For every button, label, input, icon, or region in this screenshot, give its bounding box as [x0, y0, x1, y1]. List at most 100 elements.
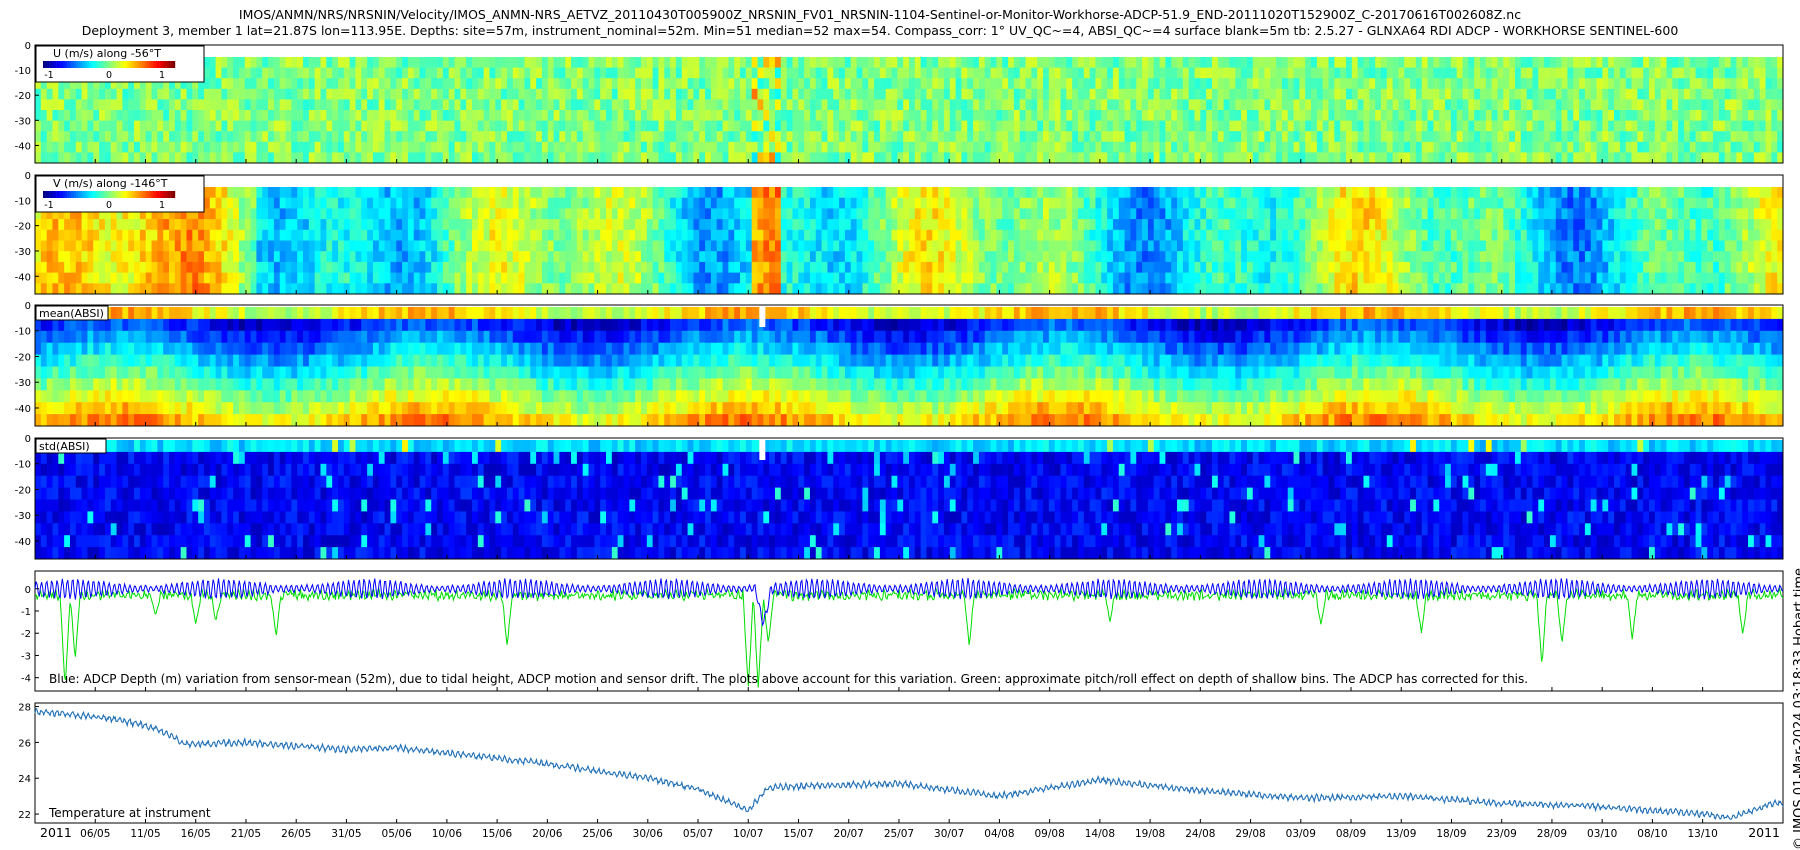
x-tick-label: 06/05 [80, 828, 110, 840]
panel-label: mean(ABSI) [39, 307, 104, 320]
depth-variation-panel: 0 -1 -2 -3 -4 Blue: ADCP Depth (m) variation … [21, 570, 1784, 692]
y-tick-label: 22 [18, 810, 31, 821]
y-tick-label: -40 [15, 272, 31, 283]
y-tick-label: -20 [15, 91, 31, 102]
x-tick-label: 10/07 [733, 828, 763, 840]
figure-title-line2: Deployment 3, member 1 lat=21.87S lon=11… [81, 23, 1679, 38]
y-tick-label: 28 [18, 703, 31, 714]
heatmap-panel-2: 0-10-20-30-40V (m/s) along -146°T-1 0 1 [15, 171, 1784, 295]
y-tick-label: -1 [21, 607, 31, 618]
y-tick-label: -10 [15, 460, 31, 471]
y-tick-label: -10 [15, 327, 31, 338]
x-year-left: 2011 [40, 825, 72, 840]
x-tick-label: 08/09 [1336, 828, 1366, 840]
x-tick-label: 30/06 [633, 828, 664, 840]
colorbar-tick-label: 1 [159, 70, 165, 81]
y-tick-label: -20 [15, 352, 31, 363]
x-tick-label: 24/08 [1185, 828, 1215, 840]
temperature-annotation: Temperature at instrument [48, 806, 211, 820]
colorbar-tick-label: 1 [159, 200, 165, 211]
y-tick-label: -30 [15, 116, 31, 127]
heatmap-panel-4: 0 -10 -20 -30 -40 std(ABSI) [15, 434, 1784, 560]
series-adcp-depth-line [34, 577, 1784, 627]
surface-gap [759, 175, 766, 187]
x-tick-label: 11/05 [130, 828, 160, 840]
x-tick-label: 19/08 [1135, 828, 1165, 840]
heatmap-cells [35, 305, 1783, 426]
panel-frame [34, 174, 1784, 295]
figure-title-line1: IMOS/ANMN/NRS/NRSNIN/Velocity/IMOS_ANMN-… [238, 7, 1522, 22]
heatmap-cells [35, 175, 1783, 294]
x-tick-label: 13/09 [1386, 828, 1416, 840]
y-tick-label: 0 [25, 41, 31, 52]
series-pitch-roll-line [34, 586, 1784, 688]
x-tick-label: 04/08 [984, 828, 1014, 840]
x-tick-label: 15/06 [482, 828, 513, 840]
surface-gap [759, 305, 766, 327]
x-tick-label: 05/07 [683, 828, 713, 840]
y-tick-label: 26 [18, 738, 31, 749]
x-tick-label: 25/06 [582, 828, 613, 840]
surface-gap [759, 45, 766, 57]
x-tick-label: 03/09 [1286, 828, 1316, 840]
heatmap-cells [35, 438, 1783, 559]
y-tick-label: -20 [15, 485, 31, 496]
y-tick-label: -10 [15, 196, 31, 207]
x-tick-label: 31/05 [331, 828, 361, 840]
y-tick-label: -30 [15, 378, 31, 389]
y-tick-label: 0 [25, 301, 31, 312]
y-tick-label: -30 [15, 511, 31, 522]
x-tick-label: 26/05 [281, 828, 311, 840]
panel-frame [34, 437, 1784, 560]
colorbar-legend: V (m/s) along -146°T-1 0 1 [35, 175, 205, 213]
y-tick-label: -2 [21, 629, 31, 640]
depth-annotation: Blue: ADCP Depth (m) variation from sens… [49, 672, 1528, 686]
panel-label: std(ABSI) [39, 440, 90, 453]
y-tick-label: -40 [15, 404, 31, 415]
y-tick-label: 0 [25, 434, 31, 445]
x-tick-label: 30/07 [934, 828, 964, 840]
y-tick-label: -30 [15, 247, 31, 258]
x-tick-label: 21/05 [231, 828, 261, 840]
y-tick-label: -3 [21, 651, 31, 662]
x-tick-label: 03/10 [1587, 828, 1617, 840]
y-tick-label: 0 [25, 585, 31, 596]
x-tick-label: 13/10 [1687, 828, 1717, 840]
panel-label-box [35, 438, 107, 454]
colorbar-title: U (m/s) along -56°T [53, 47, 161, 60]
panel-frame [34, 44, 1784, 164]
heatmap-panel-1: 0-10-20-30-40U (m/s) along -56°T-1 0 1 [15, 41, 1784, 164]
colorbar-tick-label: -1 [44, 200, 53, 211]
series-temperature-line [34, 708, 1784, 821]
y-tick-label: 0 [25, 171, 31, 182]
y-tick-label: 24 [18, 774, 31, 785]
colorbar-legend: U (m/s) along -56°T-1 0 1 [35, 45, 205, 83]
surface-gap [759, 438, 766, 460]
x-tick-label: 09/08 [1035, 828, 1065, 840]
x-tick-label: 23/09 [1487, 828, 1517, 840]
y-tick-label: -20 [15, 222, 31, 233]
x-tick-label: 16/05 [181, 828, 211, 840]
y-tick-label: -10 [15, 66, 31, 77]
colorbar-tick-label: 0 [106, 70, 112, 81]
y-tick-label: -40 [15, 537, 31, 548]
x-year-right: 2011 [1748, 825, 1780, 840]
x-tick-label: 28/09 [1537, 828, 1567, 840]
x-tick-label: 25/07 [884, 828, 914, 840]
heatmap-cells [35, 45, 1783, 163]
x-tick-label: 20/07 [834, 828, 864, 840]
x-tick-label: 14/08 [1085, 828, 1115, 840]
colorbar-title: V (m/s) along -146°T [53, 177, 168, 190]
colorbar-tick-label: -1 [44, 70, 53, 81]
heatmap-panel-3: 0 -10 -20 -30 -40 mean(ABSI) [15, 301, 1784, 427]
x-tick-label: 18/09 [1436, 828, 1466, 840]
x-tick-label: 08/10 [1637, 828, 1667, 840]
colorbar-tick-label: 0 [106, 200, 112, 211]
x-tick-label: 05/06 [382, 828, 413, 840]
x-axis: 06/05 11/05 16/05 21/05 26/05 31/05 05/06 10/06… [40, 159, 1780, 840]
temperature-panel: 28 26 24 22 Temperature at instrument [18, 702, 1784, 824]
x-tick-label: 15/07 [783, 828, 813, 840]
y-tick-label: -40 [15, 141, 31, 152]
y-tick-label: -4 [21, 674, 31, 685]
